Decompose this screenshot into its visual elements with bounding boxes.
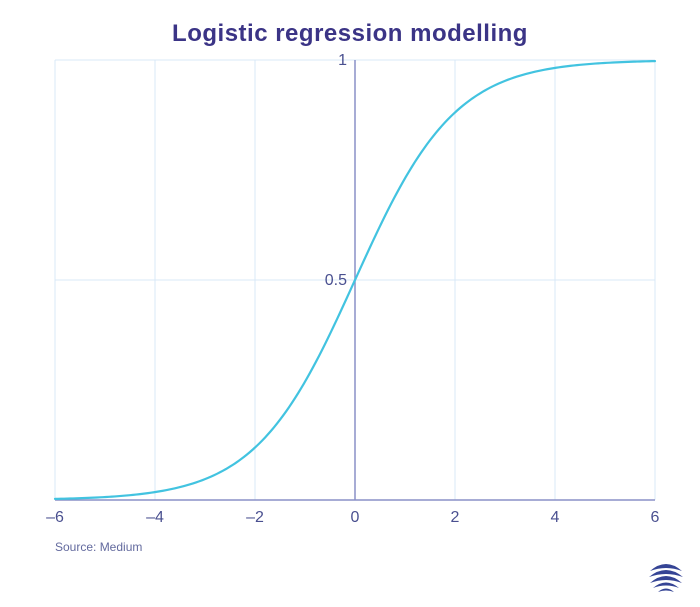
x-tick-label: 2 xyxy=(451,509,460,526)
x-tick-label: –6 xyxy=(46,509,64,526)
x-tick-label: 0 xyxy=(351,509,360,526)
x-tick-label: –4 xyxy=(146,509,164,526)
brand-logo-icon xyxy=(646,555,686,595)
source-attribution: Source: Medium xyxy=(55,540,142,554)
y-tick-label: 1 xyxy=(338,52,347,69)
x-tick-label: 6 xyxy=(651,509,660,526)
x-tick-label: 4 xyxy=(551,509,560,526)
x-tick-label: –2 xyxy=(246,509,264,526)
y-tick-label: 0.5 xyxy=(325,272,347,289)
sigmoid-chart: –6 –4 –2 0 2 4 6 0.5 1 xyxy=(0,0,700,607)
